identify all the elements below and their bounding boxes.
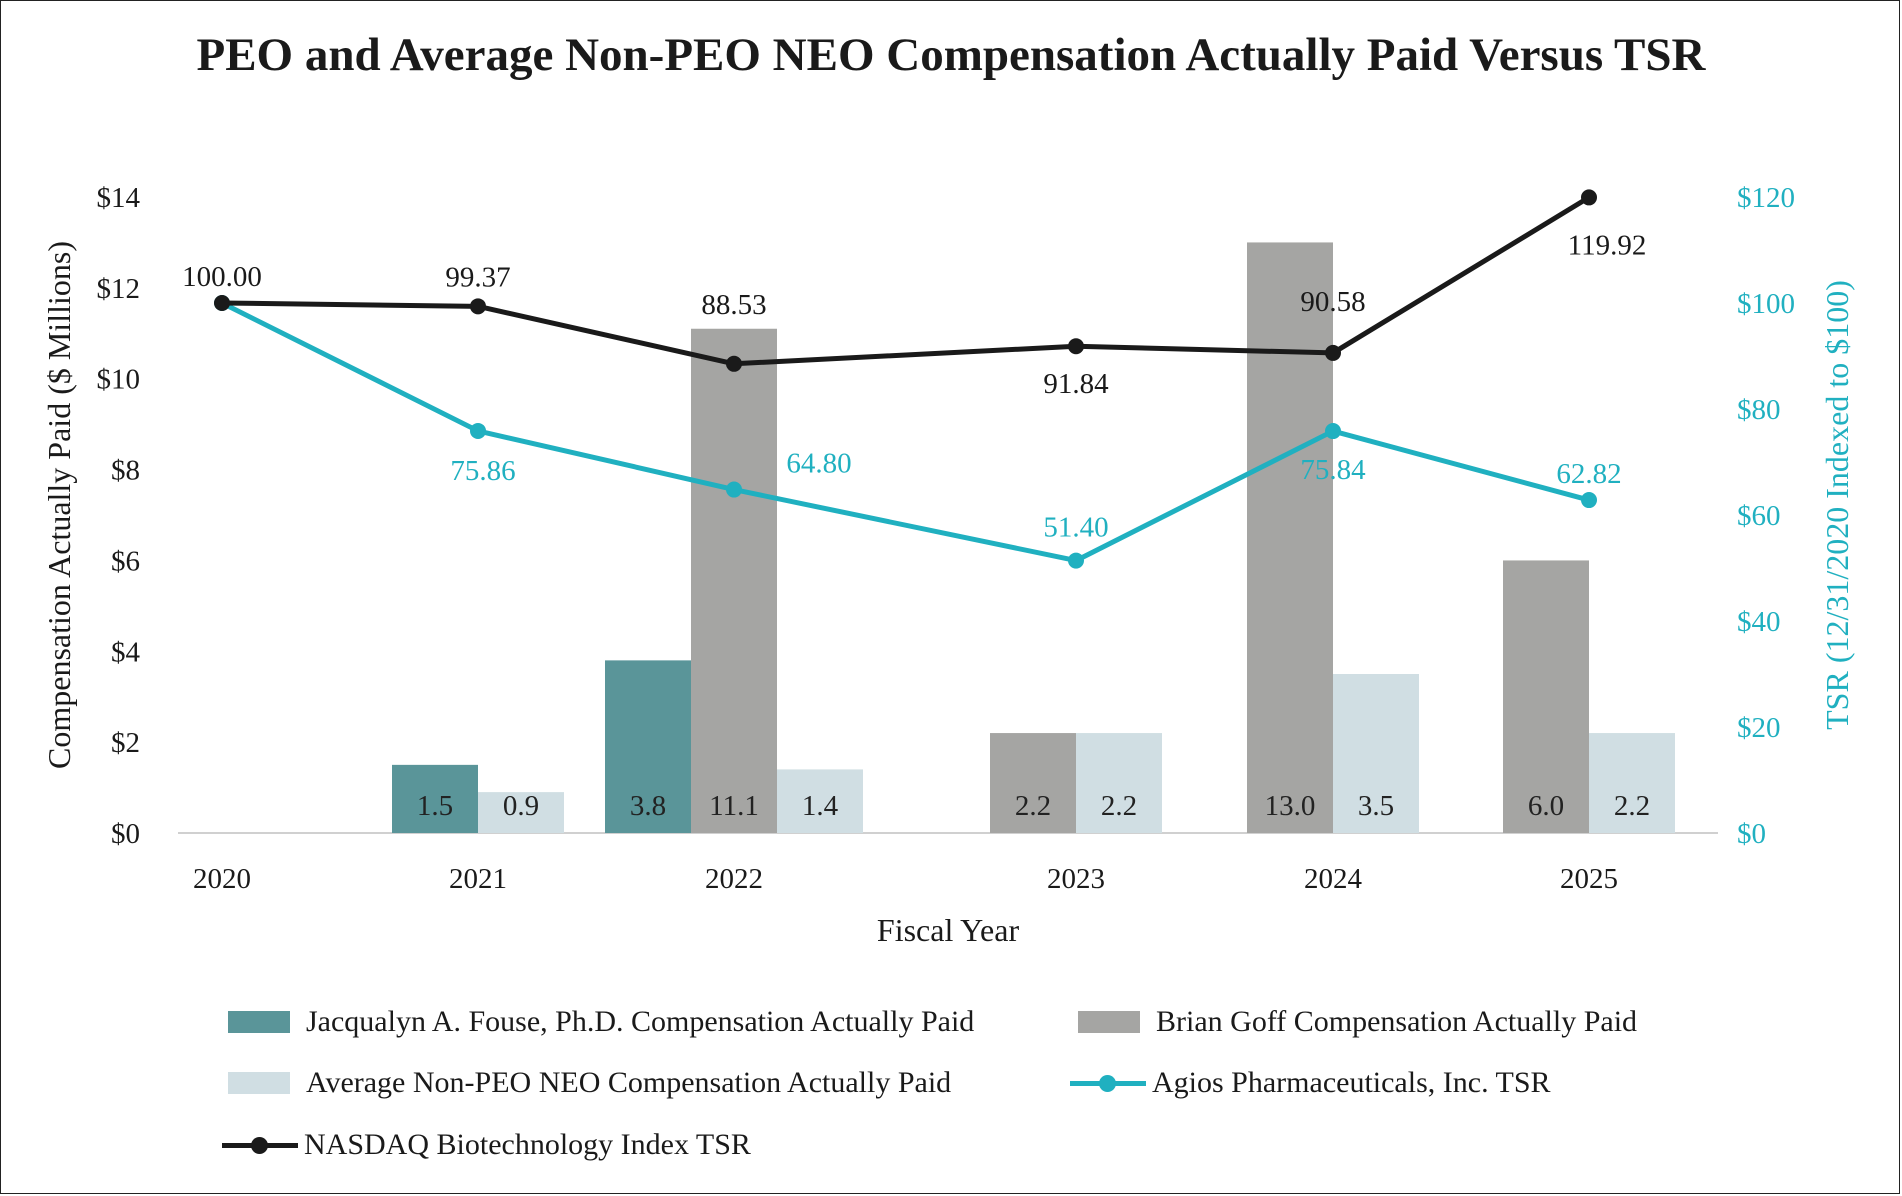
point-agios [1068, 552, 1084, 569]
bar-fouse [392, 764, 478, 833]
bar-label-nonpeo: 0.9 [503, 790, 539, 822]
bar-goff [691, 328, 777, 833]
data-label-agios: 64.80 [786, 448, 851, 480]
bar-label-nonpeo: 2.2 [1614, 790, 1650, 822]
point-agios [470, 422, 486, 439]
bar-goff [1247, 242, 1333, 833]
x-tick-label: 2024 [1304, 863, 1363, 895]
y2-axis-title: TSR (12/31/2020 Indexed to $100) [1819, 280, 1855, 730]
data-label-nasdaq: 119.92 [1568, 229, 1647, 261]
data-label-nasdaq: 100.00 [182, 261, 262, 293]
bar-label-goff: 13.0 [1265, 790, 1316, 822]
point-agios [1325, 423, 1341, 440]
y2-tick-label: $60 [1737, 500, 1781, 532]
x-tick-label: 2022 [705, 863, 763, 895]
y-tick-label: $8 [111, 455, 140, 487]
legend-item-agios[interactable]: Agios Pharmaceuticals, Inc. TSR [1070, 1066, 1551, 1100]
point-agios [726, 481, 742, 498]
bar-goff [990, 733, 1076, 833]
point-nasdaq [470, 298, 486, 315]
y-tick-label: $12 [97, 273, 141, 305]
bar-label-goff: 6.0 [1528, 790, 1564, 822]
bar-nonpeo [1333, 674, 1419, 833]
legend-swatch-goff [1078, 1011, 1140, 1033]
y2-tick-label: $0 [1737, 818, 1766, 850]
bar-nonpeo [1076, 733, 1162, 833]
legend-item-fouse[interactable]: Jacqualyn A. Fouse, Ph.D. Compensation A… [228, 1005, 974, 1039]
chart-title: PEO and Average Non-PEO NEO Compensation… [196, 29, 1706, 81]
data-label-nasdaq: 99.37 [445, 261, 510, 293]
legend-item-nasdaq[interactable]: NASDAQ Biotechnology Index TSR [222, 1128, 751, 1162]
legend-swatch-fouse [228, 1011, 290, 1033]
legend-label-fouse: Jacqualyn A. Fouse, Ph.D. Compensation A… [306, 1005, 975, 1038]
y2-tick-label: $20 [1737, 712, 1781, 744]
legend-line-agios [1070, 1072, 1146, 1094]
data-label-agios: 62.82 [1556, 458, 1621, 490]
bar-goff [1503, 560, 1589, 833]
bar-label-goff: 11.1 [709, 790, 759, 822]
bar-label-nonpeo: 1.4 [802, 790, 839, 822]
legend-item-goff[interactable]: Brian Goff Compensation Actually Paid [1078, 1005, 1637, 1039]
line-nasdaq [221, 195, 1591, 367]
data-label-nasdaq: 88.53 [701, 289, 766, 321]
point-nasdaq [1068, 338, 1084, 355]
y-tick-label: $14 [97, 182, 141, 214]
data-label-nasdaq: 90.58 [1300, 286, 1365, 318]
legend-swatch-nonpeo [228, 1072, 290, 1094]
bar-nonpeo [1589, 733, 1675, 833]
point-nasdaq [1325, 344, 1341, 361]
y-tick-label: $10 [97, 364, 141, 396]
point-nasdaq [1581, 189, 1597, 206]
legend-item-nonpeo[interactable]: Average Non-PEO NEO Compensation Actuall… [228, 1066, 951, 1100]
data-label-agios: 75.84 [1300, 454, 1366, 486]
legend-label-goff: Brian Goff Compensation Actually Paid [1156, 1005, 1638, 1038]
legend-label-agios: Agios Pharmaceuticals, Inc. TSR [1152, 1066, 1551, 1099]
line-agios [220, 300, 1590, 564]
bar-label-nonpeo: 3.5 [1358, 790, 1394, 822]
legend-line-nasdaq [222, 1134, 298, 1156]
y-tick-label: $0 [111, 818, 140, 850]
y2-tick-label: $100 [1737, 288, 1795, 320]
data-label-nasdaq: 91.84 [1043, 368, 1109, 400]
x-tick-label: 2023 [1047, 863, 1105, 895]
data-label-agios: 51.40 [1043, 512, 1108, 544]
bar-nonpeo [478, 792, 564, 833]
y2-tick-label: $120 [1737, 182, 1795, 214]
legend-label-nonpeo: Average Non-PEO NEO Compensation Actuall… [306, 1066, 952, 1099]
y2-tick-label: $40 [1737, 606, 1781, 638]
bar-label-fouse: 1.5 [417, 790, 453, 822]
y-tick-label: $4 [111, 636, 141, 668]
point-agios [1581, 492, 1597, 509]
y-tick-label: $2 [111, 727, 140, 759]
y-axis-title: Compensation Actually Paid ($ Millions) [41, 241, 77, 769]
point-nasdaq [726, 355, 742, 372]
point-nasdaq [214, 295, 230, 311]
bar-fouse [605, 660, 691, 833]
bar-nonpeo [777, 769, 863, 833]
x-axis-title: Fiscal Year [877, 912, 1020, 948]
x-tick-label: 2020 [193, 863, 251, 895]
x-tick-label: 2025 [1560, 863, 1618, 895]
x-tick-label: 2021 [449, 863, 507, 895]
bar-label-goff: 2.2 [1015, 790, 1051, 822]
y-tick-label: $6 [111, 545, 140, 577]
data-label-agios: 75.86 [450, 455, 515, 487]
bar-label-nonpeo: 2.2 [1101, 790, 1137, 822]
y2-tick-label: $80 [1737, 394, 1781, 426]
bar-label-fouse: 3.8 [630, 790, 666, 822]
legend-label-nasdaq: NASDAQ Biotechnology Index TSR [304, 1128, 751, 1161]
